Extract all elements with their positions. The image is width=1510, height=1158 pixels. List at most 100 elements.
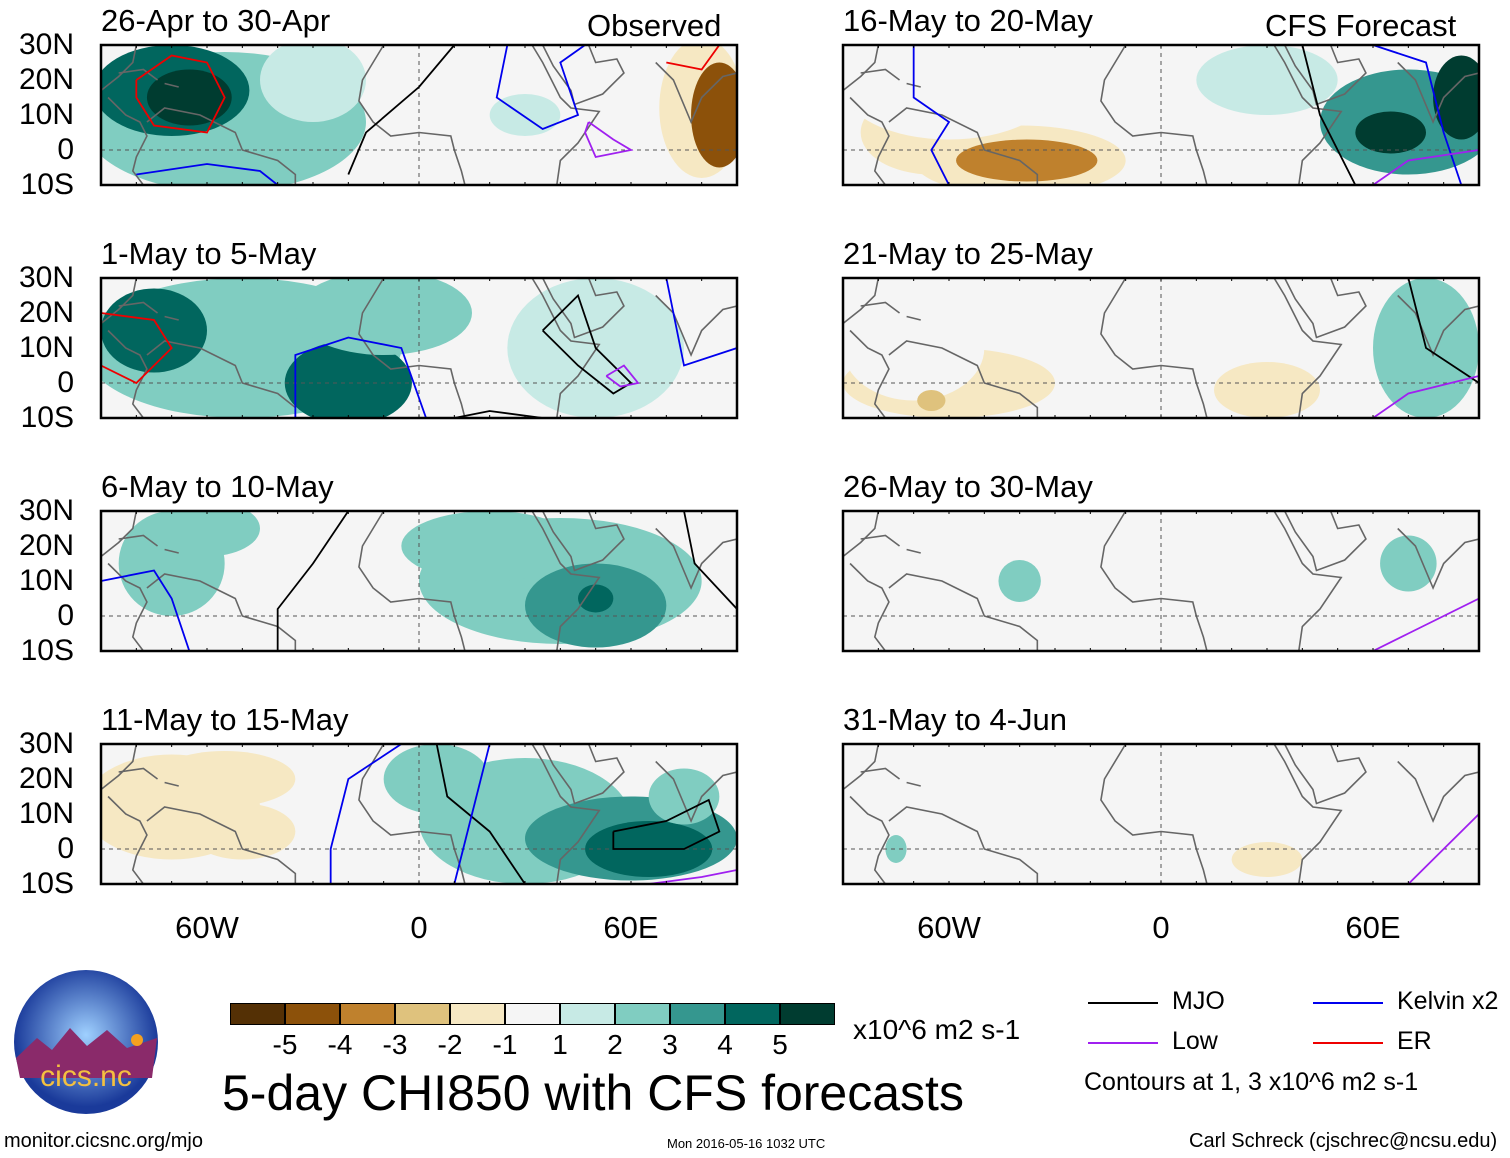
legend-line xyxy=(1313,1042,1383,1044)
coastline xyxy=(843,278,880,325)
wave-contour xyxy=(1301,45,1357,185)
coastline xyxy=(358,744,466,884)
lat-tick-label: 10S xyxy=(20,867,74,900)
coastline xyxy=(358,45,466,185)
lat-tick-label: 30N xyxy=(18,494,74,527)
map-panel xyxy=(841,742,1481,886)
colorbar-swatch xyxy=(450,1003,505,1025)
colorbar-swatch xyxy=(615,1003,670,1025)
observed-label: Observed xyxy=(587,8,722,43)
wave-contour xyxy=(665,278,737,367)
coastline xyxy=(849,562,890,651)
anomaly-region xyxy=(1125,754,1338,839)
anomaly-region xyxy=(956,139,1098,182)
anomaly-region xyxy=(1214,362,1320,418)
wave-contour xyxy=(584,121,634,159)
anomaly-region xyxy=(966,838,1144,881)
lon-tick-label: 60E xyxy=(603,910,659,945)
anomaly-region xyxy=(917,390,946,411)
svg-text:cics.nc: cics.nc xyxy=(40,1060,132,1093)
wave-contour xyxy=(1407,813,1479,884)
coastline xyxy=(888,806,1039,884)
colorbar-tick-label: -2 xyxy=(437,1029,463,1060)
coastline xyxy=(860,301,901,314)
lat-tick-label: 0 xyxy=(57,133,74,166)
panel-title: 26-Apr to 30-Apr xyxy=(101,3,331,38)
coastline xyxy=(101,744,138,791)
wave-contour xyxy=(135,54,226,134)
wave-contour xyxy=(495,45,586,131)
lat-tick-label: 10N xyxy=(18,98,74,131)
anomaly-region xyxy=(998,560,1041,602)
coastline xyxy=(1397,760,1479,824)
coastline xyxy=(860,767,901,780)
footer-timestamp: Mon 2016-05-16 1032 UTC xyxy=(667,1136,826,1151)
footer-url[interactable]: monitor.cicsnc.org/mjo xyxy=(4,1130,203,1152)
coastline xyxy=(888,107,1039,185)
wave-contour xyxy=(435,744,526,884)
coastline xyxy=(541,511,625,572)
coastline xyxy=(454,45,601,185)
coastline xyxy=(843,45,880,92)
colorbar-swatch xyxy=(230,1003,285,1025)
coastline xyxy=(655,760,737,824)
coastline xyxy=(860,68,901,81)
coastline xyxy=(454,511,601,651)
lon-tick-label: 60W xyxy=(917,910,981,945)
panel-title: 21-May to 25-May xyxy=(843,236,1093,271)
legend-label: ER xyxy=(1397,1027,1432,1055)
coastline xyxy=(843,511,880,558)
coastline xyxy=(146,340,297,418)
map-panel xyxy=(99,43,739,187)
coastline xyxy=(107,562,148,651)
coastline xyxy=(358,511,466,651)
lat-tick-label: 10N xyxy=(18,331,74,364)
anomaly-region xyxy=(154,511,260,557)
wave-contour xyxy=(136,163,279,185)
colorbar-swatch xyxy=(725,1003,780,1025)
coastline xyxy=(164,548,179,554)
lon-tick-label: 0 xyxy=(1152,910,1170,945)
colorbar-tick-label: -3 xyxy=(382,1029,408,1060)
colorbar-tick-label: 2 xyxy=(607,1029,623,1060)
legend-line xyxy=(1088,1042,1158,1044)
lat-tick-label: 30N xyxy=(18,727,74,760)
wave-contour xyxy=(1372,45,1463,185)
wave-contour xyxy=(1372,597,1479,651)
coastline xyxy=(1283,511,1367,572)
anomaly-region xyxy=(843,295,985,401)
coastline xyxy=(146,806,297,884)
wave-contour xyxy=(683,511,737,610)
anomaly-region xyxy=(1143,278,1320,355)
map-panel xyxy=(99,276,739,420)
coastline xyxy=(101,511,138,558)
wave-contour xyxy=(1372,375,1479,418)
coastline xyxy=(146,107,297,185)
colorbar-swatch xyxy=(395,1003,450,1025)
wave-contour xyxy=(101,312,173,385)
coastline xyxy=(541,744,625,805)
lon-tick-label: 60W xyxy=(175,910,239,945)
lat-tick-label: 10S xyxy=(20,168,74,201)
units-label: x10^6 m2 s-1 xyxy=(853,1014,1021,1045)
lat-tick-label: 20N xyxy=(18,762,74,795)
anomaly-region xyxy=(295,278,472,355)
anomaly-region xyxy=(578,584,614,613)
anomaly-region xyxy=(885,835,907,863)
panel-title: 26-May to 30-May xyxy=(843,469,1093,504)
coastline xyxy=(1283,744,1367,805)
wave-contour xyxy=(1407,278,1479,384)
coastline xyxy=(164,315,179,321)
anomaly-region xyxy=(1178,521,1320,606)
coastline xyxy=(118,301,159,314)
wave-contour xyxy=(612,798,721,850)
map-panel xyxy=(99,742,739,886)
legend-label: Low xyxy=(1172,1027,1218,1055)
colorbar-tick-label: 1 xyxy=(552,1029,568,1060)
lat-tick-label: 10N xyxy=(18,564,74,597)
coastline xyxy=(454,278,601,418)
wave-contour xyxy=(912,45,951,185)
coastline xyxy=(849,329,890,418)
coastline xyxy=(1397,294,1479,358)
